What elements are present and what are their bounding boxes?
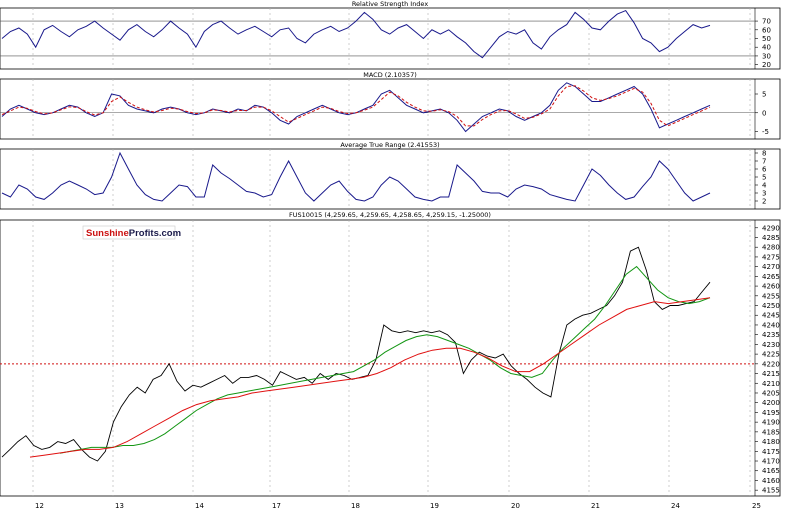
y-tick-label: 4205	[762, 389, 780, 397]
series-line-2	[59, 265, 711, 454]
panel-2: 5 0 -5 MACD (2.10357)	[0, 71, 781, 140]
y-tick-label: 40	[762, 44, 771, 52]
y-tick-label: 2	[762, 198, 766, 206]
x-tick-label: 20	[511, 502, 520, 510]
y-tick-label: 4290	[762, 224, 780, 232]
panel-title: Relative Strength Index	[352, 0, 429, 8]
x-tick-label: 19	[430, 502, 439, 510]
y-tick-label: 4210	[762, 380, 780, 388]
series-line-1	[1, 9, 711, 59]
y-tick-label: 4245	[762, 312, 780, 320]
y-tick-label: 4175	[762, 448, 780, 456]
y-tick-label: 30	[762, 52, 771, 60]
series-line-2	[1, 85, 711, 127]
panel-frame	[0, 219, 781, 497]
y-tick-label: 4225	[762, 351, 780, 359]
y-tick-label: 50	[762, 35, 771, 43]
sunshine-profits-logo: SunshineProfits.com	[82, 225, 181, 240]
y-tick-label: 4280	[762, 244, 780, 252]
y-tick-label: 4275	[762, 253, 780, 261]
logo-part-sunshine: Sunshine	[86, 228, 129, 239]
y-tick-label: 4180	[762, 438, 780, 446]
panel-frame	[0, 148, 781, 210]
y-tick-label: 4160	[762, 477, 780, 485]
y-tick-label: 4260	[762, 283, 780, 291]
y-tick-label: 4250	[762, 302, 780, 310]
y-tick-label: 4220	[762, 360, 780, 368]
y-tick-label: 60	[762, 26, 771, 34]
y-tick-label: 4155	[762, 487, 780, 495]
y-tick-label: 4185	[762, 428, 780, 436]
y-tick-label: 4215	[762, 370, 780, 378]
y-tick-label: 4195	[762, 409, 780, 417]
x-tick-label: 12	[35, 502, 44, 510]
y-tick-label: 4285	[762, 234, 780, 242]
y-tick-label: 4265	[762, 273, 780, 281]
series-line-1	[1, 151, 711, 202]
y-tick-label: 5	[762, 91, 766, 99]
y-tick-label: 4170	[762, 458, 780, 466]
y-tick-label: 4165	[762, 467, 780, 475]
y-tick-label: 4200	[762, 399, 780, 407]
panel-frame	[0, 78, 781, 140]
x-tick-label: 17	[272, 502, 281, 510]
x-tick-label: 14	[195, 502, 204, 510]
y-tick-label: 6	[762, 166, 767, 174]
y-tick-label: 7	[762, 158, 766, 166]
y-tick-label: 4190	[762, 419, 780, 427]
y-tick-label: 20	[762, 61, 771, 69]
panel-frame	[0, 7, 781, 70]
y-tick-label: 4235	[762, 331, 780, 339]
series-line-3	[29, 297, 711, 458]
y-tick-label: 4240	[762, 321, 780, 329]
panel-title: Average True Range (2.41553)	[340, 141, 439, 149]
x-tick-label: 21	[591, 502, 600, 510]
svg-text:SunshineProfits.com: SunshineProfits.com	[86, 228, 181, 239]
y-tick-label: 4	[762, 182, 767, 190]
x-tick-label: 18	[351, 502, 360, 510]
y-tick-label: 5	[762, 174, 766, 182]
y-tick-label: 3	[762, 190, 766, 198]
y-tick-label: -5	[762, 128, 769, 136]
y-tick-label: 0	[762, 109, 766, 117]
logo-part-profits: Profits.com	[129, 228, 181, 239]
panel-4: 4290428542804275427042654260425542504245…	[0, 211, 781, 510]
y-tick-label: 4230	[762, 341, 780, 349]
y-tick-label: 4270	[762, 263, 780, 271]
x-tick-label: 25	[752, 502, 761, 510]
panel-title: FUS10015 (4,259.65, 4,259.65, 4,258.65, …	[289, 211, 491, 219]
panel-title: MACD (2.10357)	[363, 71, 417, 79]
y-tick-label: 4255	[762, 292, 780, 300]
x-tick-label: 24	[671, 502, 680, 510]
y-tick-label: 70	[762, 18, 771, 26]
x-tick-label: 13	[115, 502, 124, 510]
y-tick-label: 8	[762, 150, 766, 158]
